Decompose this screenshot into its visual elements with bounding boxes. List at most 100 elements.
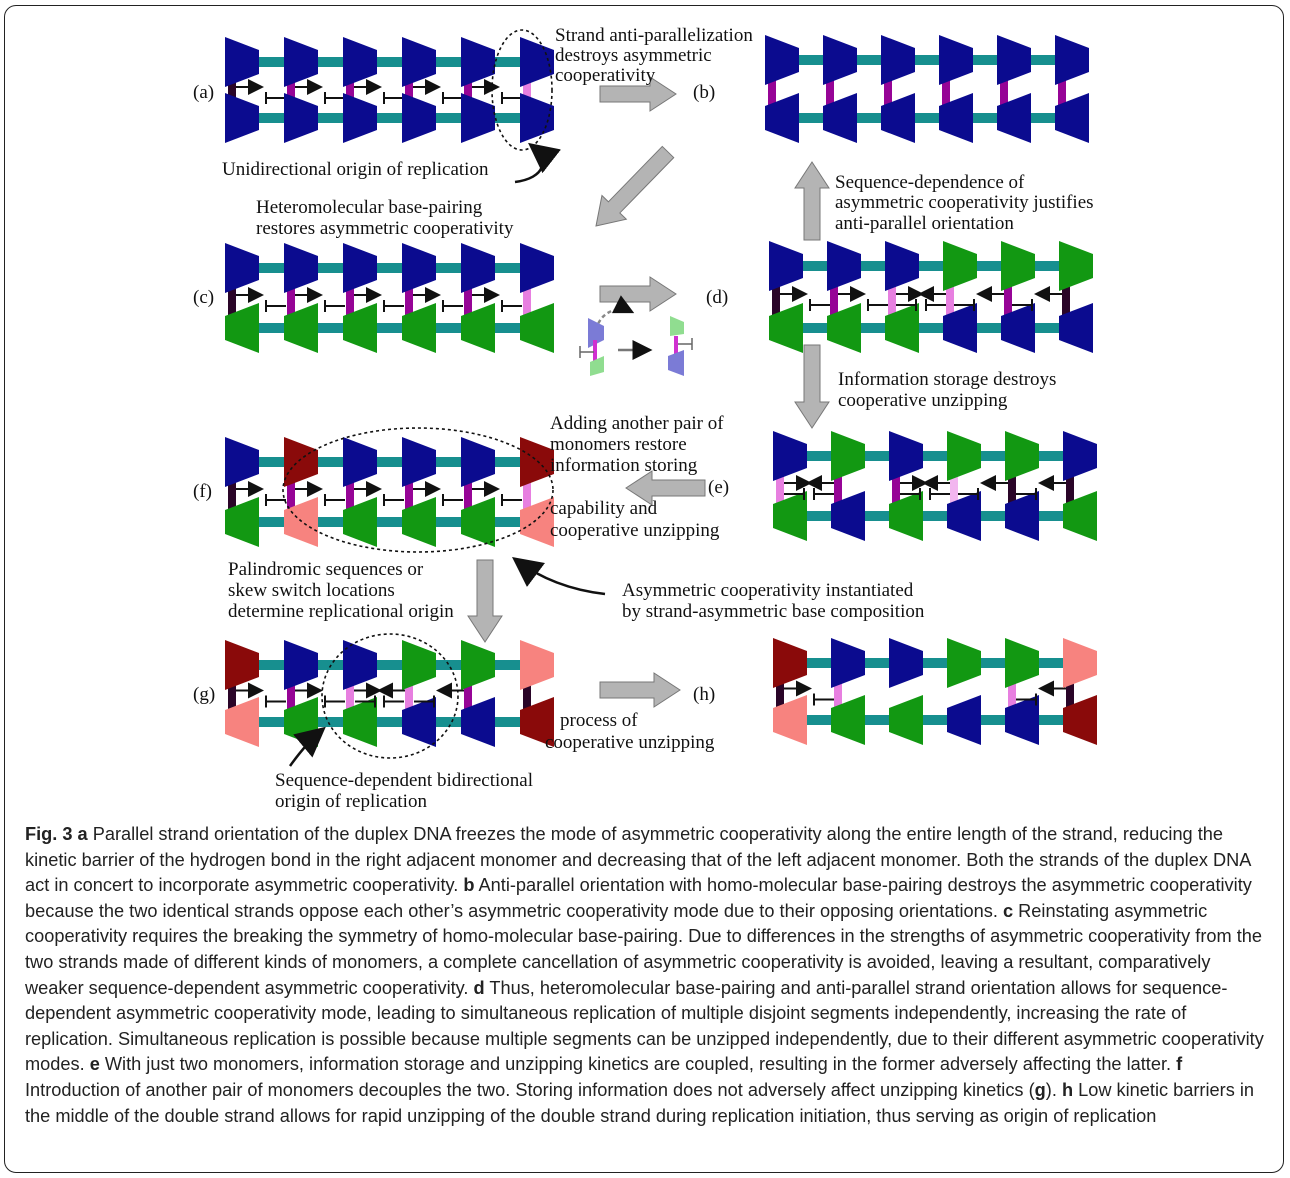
base-pair [892, 466, 900, 506]
base-pair [523, 72, 531, 108]
monomer [773, 638, 807, 688]
monomer [343, 303, 377, 353]
annotation: determine replicational origin [228, 601, 454, 622]
monomer [1059, 241, 1093, 291]
monomer [461, 497, 495, 547]
base-pair [228, 472, 236, 512]
base-pair [287, 278, 295, 318]
base-pair [950, 466, 958, 506]
monomer [773, 695, 807, 745]
monomer [831, 491, 865, 541]
monomer [1005, 695, 1039, 745]
monomer [284, 497, 318, 547]
monomer [947, 695, 981, 745]
monomer [889, 695, 923, 745]
panel-label: (h) [693, 684, 715, 705]
caption-text: Thus, heteromolecular base-pairing and a… [25, 977, 1264, 1075]
base-pair [523, 472, 531, 512]
monomer [343, 497, 377, 547]
panel-label: (c) [193, 287, 214, 308]
monomer [225, 497, 259, 547]
panel-label: (g) [193, 684, 215, 705]
base-pair [1008, 673, 1016, 710]
monomer [997, 93, 1031, 143]
monomer [343, 640, 377, 690]
pointer-arrow [288, 726, 326, 767]
process-arrow [467, 559, 503, 643]
annotation: Strand anti-parallelization [555, 25, 753, 46]
annotation: origin of replication [275, 791, 427, 812]
process-arrow [794, 161, 830, 241]
monomer [343, 37, 377, 87]
backbone [785, 658, 1095, 668]
monomer [520, 497, 554, 547]
monomer [343, 93, 377, 143]
monomer [343, 437, 377, 487]
annotation: destroys asymmetric [555, 45, 712, 66]
backbone [237, 263, 552, 273]
backbone [785, 451, 1095, 461]
backbone [237, 457, 552, 467]
monomer [461, 640, 495, 690]
backbone [775, 511, 1085, 521]
base-pair [1066, 673, 1074, 710]
caption-text: Reinstating asymmetric cooperativity req… [25, 900, 1262, 998]
base-pair [1058, 70, 1066, 108]
caption-key: g [1034, 1079, 1046, 1100]
caption-key: c [1002, 900, 1014, 921]
base-pair [1066, 466, 1074, 506]
monomer [461, 697, 495, 747]
base-pair [346, 472, 354, 512]
backbone [227, 517, 542, 527]
origin-outline [282, 427, 554, 553]
annotation: Heteromolecular base-pairing [256, 197, 483, 218]
monomer [225, 697, 259, 747]
base-pair [776, 466, 784, 506]
caption-text: Parallel strand orientation of the duple… [25, 824, 1251, 896]
monomer [225, 37, 259, 87]
diagram-shapes [225, 29, 1097, 767]
process-arrow [595, 145, 675, 227]
base-pair [464, 472, 472, 512]
monomer [1055, 93, 1089, 143]
panel-label: (f) [193, 481, 212, 502]
monomer [668, 350, 684, 376]
monomer [765, 93, 799, 143]
caption-text: Low kinetic barriers in the middle of th… [25, 1079, 1254, 1126]
backbone [771, 323, 1081, 333]
pointer-arrow [511, 557, 606, 596]
monomer [943, 303, 977, 353]
monomer [402, 243, 436, 293]
monomer [889, 638, 923, 688]
process-arrow [625, 470, 706, 506]
monomer [588, 318, 604, 348]
caption-text: Introduction of another pair of monomers… [25, 1079, 1035, 1100]
monomer [939, 35, 973, 85]
monomer [590, 356, 604, 376]
annotation: Palindromic sequences or [228, 559, 424, 580]
pointer-arrow [514, 142, 561, 184]
caption-key: f [1176, 1054, 1183, 1075]
base-pair [776, 673, 784, 710]
annotation: cooperative unzipping [838, 390, 1008, 411]
annotation: Sequence-dependence of [835, 172, 1025, 193]
base-pair [464, 72, 472, 108]
annotation: process of [560, 710, 638, 731]
origin-outline [491, 29, 553, 151]
monomer [225, 93, 259, 143]
backbone [227, 113, 542, 123]
base-pair [768, 70, 776, 108]
base-pair [464, 278, 472, 318]
monomer [881, 93, 915, 143]
base-pair [888, 276, 896, 318]
monomer [881, 35, 915, 85]
base-pair [405, 472, 413, 512]
base-pair [834, 673, 842, 710]
monomer [773, 491, 807, 541]
base-pair [674, 336, 678, 358]
annotation: cooperative unzipping [550, 520, 720, 541]
monomer [520, 243, 554, 293]
monomer [284, 93, 318, 143]
annotation: restores asymmetric cooperativity [256, 218, 514, 239]
monomer [402, 437, 436, 487]
